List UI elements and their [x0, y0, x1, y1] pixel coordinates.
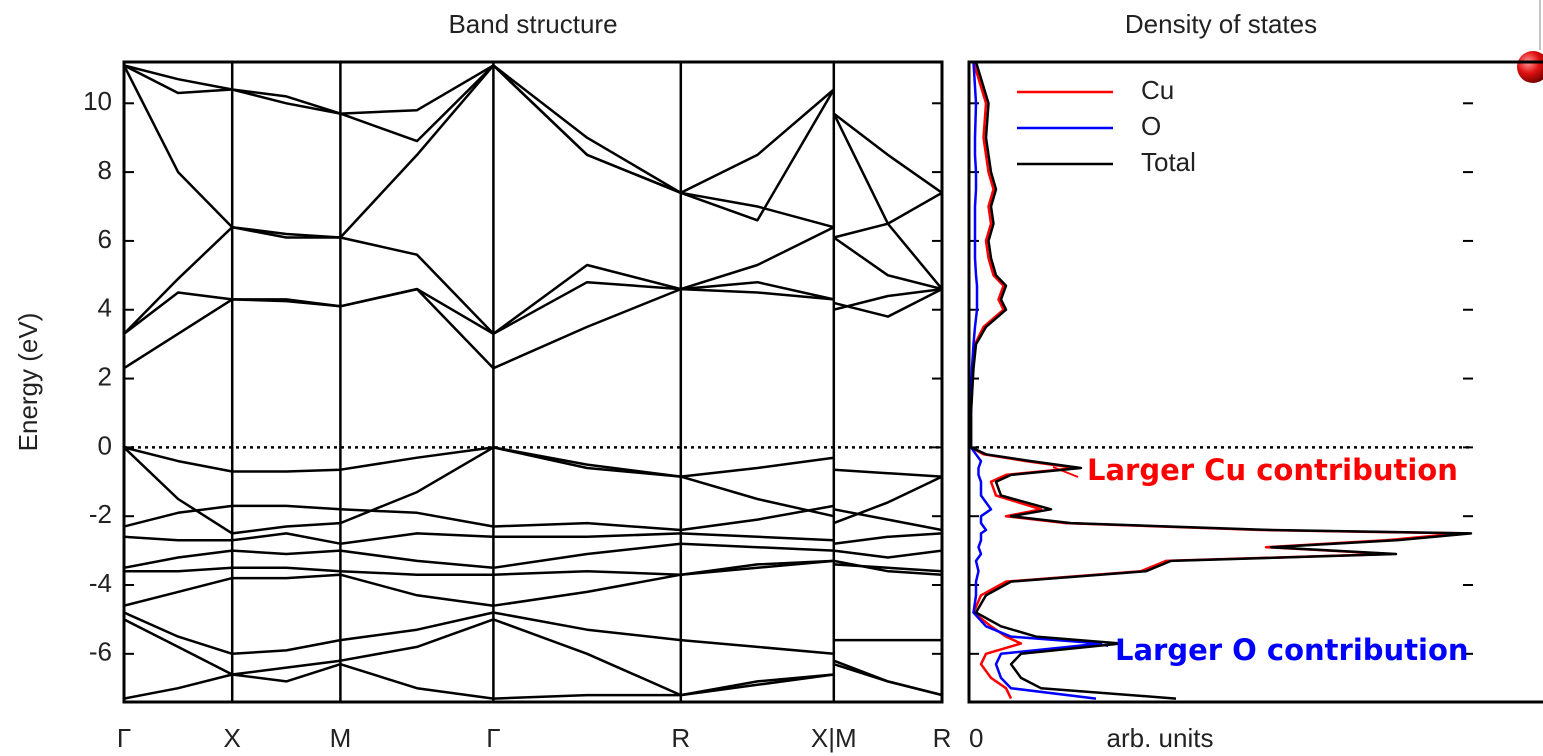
data-line	[124, 611, 942, 656]
y-tick-label: 6	[98, 224, 112, 254]
panel-title: Band structure	[448, 9, 617, 39]
x-axis-label: arb. units	[1107, 723, 1214, 753]
data-line	[124, 225, 942, 336]
y-tick-label: 0	[98, 430, 112, 460]
data-line	[124, 532, 942, 545]
data-line	[124, 446, 942, 478]
x-tick-label: X	[224, 723, 241, 753]
decoration-atom	[1517, 51, 1543, 83]
data-line	[124, 559, 942, 607]
data-line	[124, 64, 942, 290]
x-tick-label: M	[330, 723, 352, 753]
plot-frame	[122, 60, 944, 704]
data-line	[124, 504, 942, 532]
annotation: Larger Cu contribution	[1087, 453, 1458, 487]
data-line	[969, 62, 1463, 700]
y-tick-label: -4	[89, 568, 112, 598]
data-line	[124, 280, 942, 336]
legend-label: O	[1141, 111, 1161, 141]
panel-title: Density of states	[1125, 9, 1317, 39]
plot-area	[969, 62, 1473, 700]
y-tick-label: -6	[89, 637, 112, 667]
plot-area	[124, 64, 942, 700]
x-tick-label: 0	[969, 723, 983, 753]
data-line	[969, 62, 1103, 700]
y-tick-label: 8	[98, 155, 112, 185]
data-line	[124, 446, 942, 535]
y-tick-label: 2	[98, 361, 112, 391]
y-tick-label: -2	[89, 499, 112, 529]
plot-frame	[967, 60, 1543, 704]
data-line	[124, 64, 942, 195]
legend-label: Cu	[1141, 75, 1174, 105]
data-line	[969, 62, 1473, 700]
data-line	[124, 542, 942, 570]
x-tick-label: Γ	[117, 723, 131, 753]
y-tick-label: 10	[83, 86, 112, 116]
data-line	[124, 287, 942, 370]
annotation: Larger O contribution	[1115, 633, 1469, 667]
y-tick-label: 4	[98, 293, 112, 323]
x-tick-label: X|M	[811, 723, 857, 753]
legend-label: Total	[1141, 147, 1196, 177]
x-tick-label: R	[933, 723, 952, 753]
data-line	[124, 618, 942, 697]
y-axis-label: Energy (eV)	[13, 313, 43, 452]
data-line	[124, 662, 942, 700]
x-tick-label: Γ	[486, 723, 500, 753]
x-tick-label: R	[671, 723, 690, 753]
